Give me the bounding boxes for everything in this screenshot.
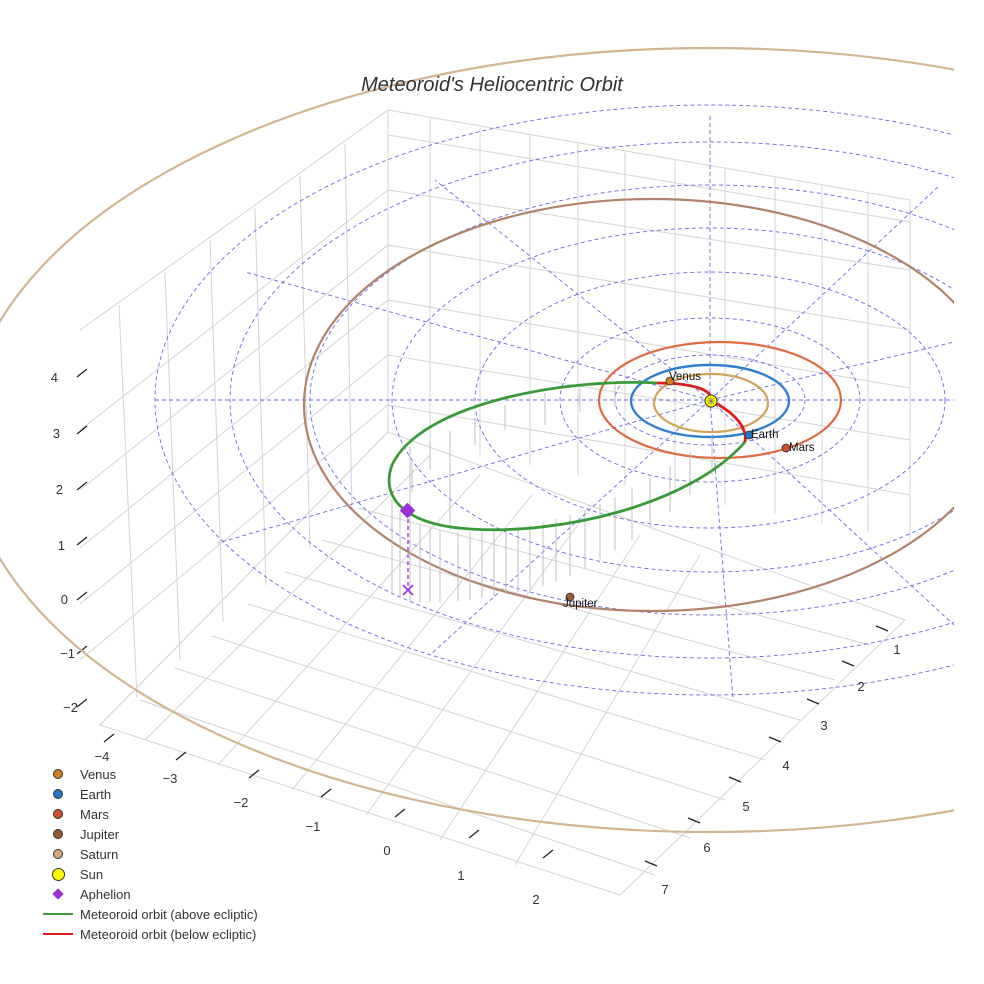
z-axis-tick-labels: 4 3 2 1 0 −1 −2	[51, 370, 78, 715]
diamond-icon	[36, 884, 80, 904]
box-grid	[79, 109, 911, 896]
orbit-venus	[652, 372, 770, 434]
axis-ticks	[76, 368, 889, 867]
legend-item-venus[interactable]: Venus	[36, 764, 258, 784]
y-tick-label: 3	[820, 718, 827, 733]
y-tick-label: 7	[661, 882, 668, 897]
legend-label: Meteoroid orbit (above ecliptic)	[80, 906, 258, 922]
legend-item-earth[interactable]: Earth	[36, 784, 258, 804]
label-mars: Mars	[789, 442, 815, 454]
z-tick-label: 2	[56, 482, 63, 497]
y-tick-label: 1	[893, 642, 900, 657]
x-tick-label: 2	[532, 892, 539, 907]
aphelion-projection-marker	[402, 584, 414, 596]
x-tick-label: −4	[95, 749, 110, 764]
legend-item-mars[interactable]: Mars	[36, 804, 258, 824]
x-tick-label: 0	[383, 843, 390, 858]
orbit-earth	[629, 363, 791, 439]
venus-dot-icon	[36, 764, 80, 784]
z-tick-label: 0	[61, 592, 68, 607]
z-tick-label: −1	[60, 646, 75, 661]
legend: Venus Earth Mars Jupiter Saturn Sun Aphe…	[36, 764, 258, 944]
x-tick-label: −3	[163, 771, 178, 786]
y-axis-tick-labels: 1 2 3 4 5 6 7	[661, 642, 900, 897]
legend-item-aphelion[interactable]: Aphelion	[36, 884, 258, 904]
z-tick-label: 3	[53, 426, 60, 441]
orbit-mars	[597, 340, 843, 460]
legend-label: Sun	[80, 866, 104, 882]
legend-label: Aphelion	[80, 886, 131, 902]
x-tick-label: −1	[306, 819, 321, 834]
legend-item-jupiter[interactable]: Jupiter	[36, 824, 258, 844]
label-jupiter: Jupiter	[563, 598, 598, 610]
sun-dot-icon	[36, 864, 80, 884]
y-tick-label: 4	[782, 758, 789, 773]
legend-label: Earth	[80, 786, 112, 802]
saturn-dot-icon	[36, 844, 80, 864]
legend-item-orbit-below[interactable]: Meteoroid orbit (below ecliptic)	[36, 924, 258, 944]
y-tick-label: 6	[703, 840, 710, 855]
z-tick-label: 1	[58, 538, 65, 553]
mars-dot-icon	[36, 804, 80, 824]
planet-jupiter	[565, 592, 575, 602]
x-tick-label: −2	[234, 795, 249, 810]
sun-marker	[704, 394, 718, 408]
y-tick-label: 2	[857, 679, 864, 694]
meteoroid-orbit-above	[387, 381, 747, 532]
legend-item-orbit-above[interactable]: Meteoroid orbit (above ecliptic)	[36, 904, 258, 924]
orbit-jupiter	[303, 197, 954, 613]
y-tick-label: 5	[742, 799, 749, 814]
x-tick-label: 1	[457, 868, 464, 883]
green-line-icon	[36, 904, 80, 924]
legend-label: Venus	[80, 766, 117, 782]
z-tick-label: 4	[51, 370, 58, 385]
red-line-icon	[36, 924, 80, 944]
legend-item-sun[interactable]: Sun	[36, 864, 258, 884]
planet-venus	[665, 376, 675, 386]
drop-lines	[391, 383, 713, 602]
ecliptic-grid	[154, 104, 954, 701]
planet-earth	[744, 430, 754, 440]
planet-mars	[781, 443, 791, 453]
earth-dot-icon	[36, 784, 80, 804]
x-axis-tick-labels: −4 −3 −2 −1 0 1 2	[95, 749, 540, 907]
orbit-saturn	[0, 47, 954, 833]
legend-label: Saturn	[80, 846, 119, 862]
chart-title: Meteoroid's Heliocentric Orbit	[361, 74, 623, 96]
label-earth: Earth	[751, 429, 779, 441]
label-venus: Venus	[669, 371, 701, 383]
legend-label: Mars	[80, 806, 109, 822]
z-tick-label: −2	[63, 700, 78, 715]
legend-label: Jupiter	[80, 826, 120, 842]
legend-item-saturn[interactable]: Saturn	[36, 844, 258, 864]
jupiter-dot-icon	[36, 824, 80, 844]
legend-label: Meteoroid orbit (below ecliptic)	[80, 926, 257, 942]
